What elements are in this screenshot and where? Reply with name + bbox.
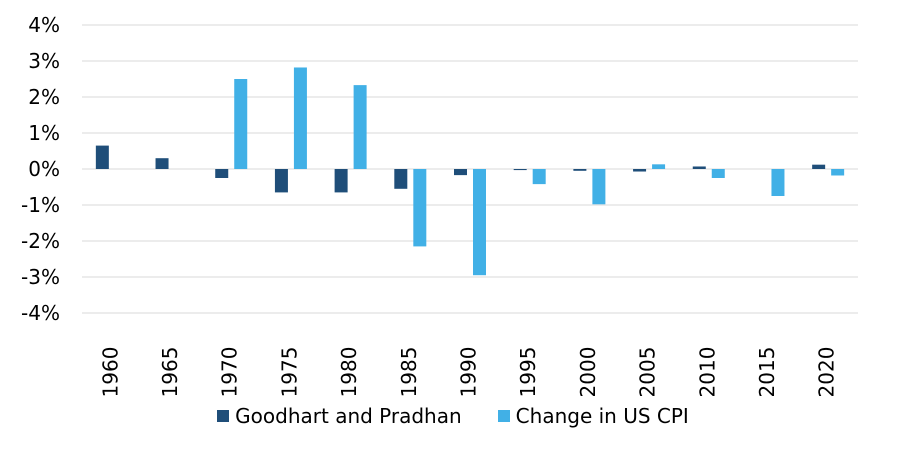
y-tick-label: -1% <box>21 193 60 217</box>
bar-series-1-2010 <box>692 166 706 169</box>
y-tick-label: 1% <box>28 121 60 145</box>
legend-item-series-2: Change in US CPI <box>497 404 689 428</box>
bars <box>95 67 845 276</box>
x-tick-label: 1965 <box>158 347 182 398</box>
x-tick-label: 1960 <box>98 347 122 398</box>
bar-series-2-2020 <box>831 169 845 176</box>
legend: Goodhart and Pradhan Change in US CPI <box>0 404 906 428</box>
x-tick-label: 2015 <box>755 347 779 398</box>
x-tick-label: 1985 <box>397 347 421 398</box>
bar-series-1-1980 <box>334 169 348 193</box>
y-tick-label: 3% <box>28 49 60 73</box>
bar-series-1-1970 <box>215 169 229 178</box>
x-tick-label: 2020 <box>815 347 839 398</box>
legend-swatch-series-1 <box>217 410 230 422</box>
y-tick-label: -2% <box>21 229 60 253</box>
legend-swatch-series-2 <box>497 410 510 422</box>
y-tick-label: 4% <box>28 13 60 37</box>
bar-series-2-1985 <box>413 169 427 247</box>
bar-series-2-2015 <box>771 169 785 196</box>
x-tick-label: 1970 <box>218 347 242 398</box>
x-tick-label: 1980 <box>337 347 361 398</box>
bar-series-1-1960 <box>95 145 109 169</box>
y-tick-label: 0% <box>28 157 60 181</box>
legend-label-series-1: Goodhart and Pradhan <box>235 404 462 428</box>
x-axis-labels: 1960 1965 1970 1975 1980 1985 1990 1995 2000 2005… <box>98 347 838 398</box>
bar-series-1-1995 <box>513 169 527 171</box>
bar-series-1-2000 <box>573 169 587 171</box>
gridlines <box>82 24 858 314</box>
x-tick-label: 1975 <box>277 347 301 398</box>
legend-item-series-1: Goodhart and Pradhan <box>217 404 462 428</box>
y-axis-labels: 4% 3% 2% 1% 0% -1% -2% -3% -4% <box>21 13 60 325</box>
bar-series-2-1980 <box>353 85 367 169</box>
bar-series-2-2010 <box>711 169 725 178</box>
legend-label-series-2: Change in US CPI <box>515 404 689 428</box>
bar-series-2-2000 <box>592 169 606 205</box>
bar-chart: 4%3%2%1%0%-1%-2%-3%-4% 1960 1965 1970 1975 1… <box>21 13 858 398</box>
bar-series-2-1970 <box>234 79 248 169</box>
x-tick-label: 2010 <box>695 347 719 398</box>
bar-series-2-1995 <box>532 169 546 185</box>
y-tick-label: 2% <box>28 85 60 109</box>
bar-series-1-2020 <box>812 164 826 169</box>
x-tick-label: 2005 <box>636 347 660 398</box>
bar-series-1-1985 <box>394 169 408 189</box>
x-tick-label: 1995 <box>516 347 540 398</box>
x-tick-label: 1990 <box>457 347 481 398</box>
y-tick-label: -3% <box>21 265 60 289</box>
bar-series-1-1990 <box>454 169 467 176</box>
bar-series-1-1965 <box>155 158 169 169</box>
bar-series-1-2005 <box>633 169 647 172</box>
bar-series-2-1975 <box>293 67 307 169</box>
bar-series-2-2005 <box>652 164 666 169</box>
bar-series-2-1990 <box>473 169 486 276</box>
x-tick-label: 2000 <box>576 347 600 398</box>
bar-series-1-1975 <box>274 169 288 193</box>
y-tick-label: -4% <box>21 301 60 325</box>
